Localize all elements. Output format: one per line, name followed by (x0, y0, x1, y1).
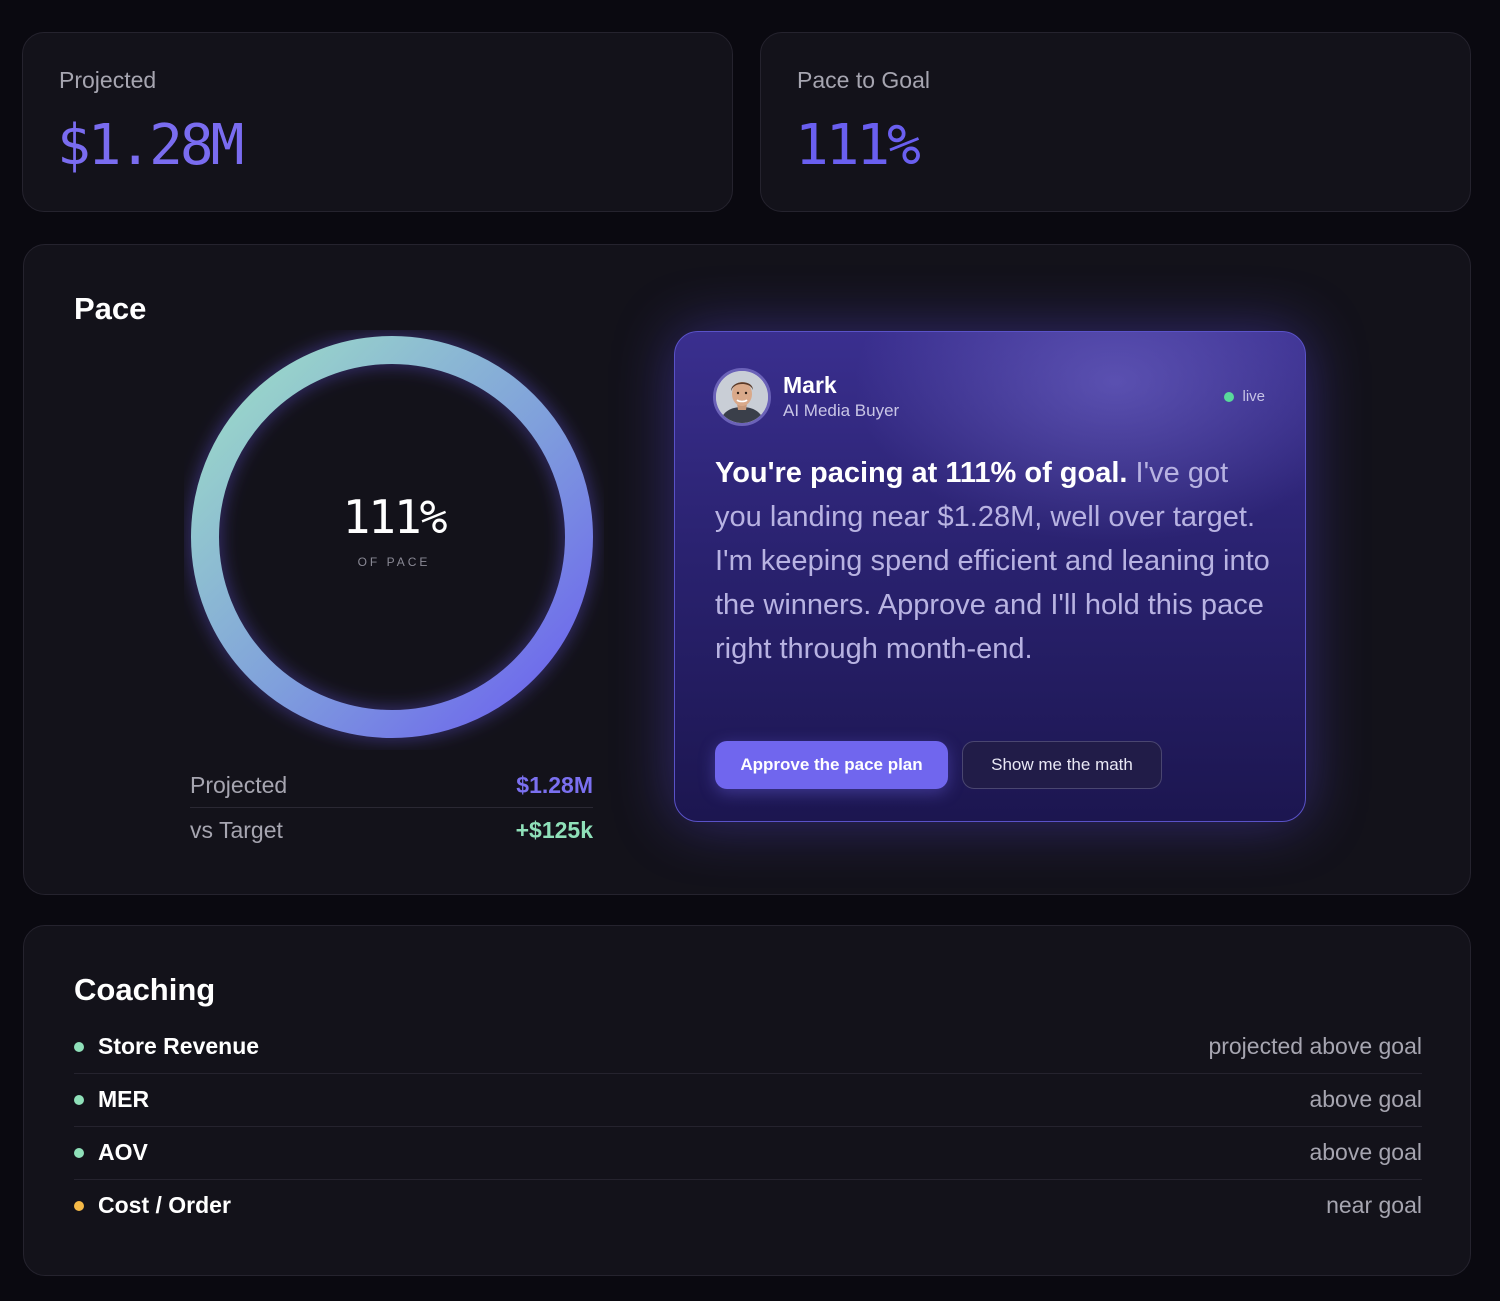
summary-label: Projected (190, 771, 288, 798)
pace-ring-center: 111% OF PACE (184, 330, 604, 750)
summary-value: $1.28M (516, 771, 593, 798)
coaching-section-title: Coaching (74, 972, 216, 1007)
pace-section-title: Pace (74, 291, 147, 326)
summary-divider (190, 807, 593, 808)
pace-ring-sublabel: OF PACE (357, 555, 431, 569)
pace-to-goal-stat-value: 111% (795, 113, 921, 178)
summary-value: +$125k (515, 816, 593, 843)
agent-message-card: Mark AI Media Buyer live You're pacing a… (674, 331, 1306, 822)
approve-pace-plan-button[interactable]: Approve the pace plan (715, 741, 948, 789)
live-status-dot-icon (1224, 391, 1235, 402)
coaching-card: Coaching Store Revenue projected above g… (23, 925, 1471, 1276)
coaching-item: AOV above goal (74, 1126, 1422, 1179)
coaching-item: Cost / Order near goal (74, 1179, 1422, 1232)
coaching-item: MER above goal (74, 1073, 1422, 1126)
coaching-divider (74, 1126, 1422, 1127)
coaching-item-status: near goal (1326, 1192, 1422, 1218)
coaching-item-name: Store Revenue (98, 1033, 260, 1059)
pace-card: Pace 111% OF PACE Projected $1.28M (23, 244, 1471, 895)
live-status-badge: live (1224, 388, 1265, 405)
pace-ring-graphic (188, 333, 596, 741)
coaching-item: Store Revenue projected above goal (74, 1020, 1422, 1073)
coaching-item-status: above goal (1309, 1139, 1422, 1165)
coaching-item-name: Cost / Order (98, 1192, 231, 1218)
pace-ring: 111% OF PACE (184, 330, 604, 750)
pace-to-goal-stat-card: Pace to Goal 111% (760, 32, 1471, 212)
agent-message-body: I've got you landing near $1.28M, well o… (715, 457, 1270, 665)
agent-message-text: You're pacing at 111% of goal. I've got … (715, 451, 1275, 671)
live-status-label: live (1242, 388, 1265, 405)
coaching-item-status: above goal (1309, 1086, 1422, 1112)
person-avatar-icon (713, 368, 771, 426)
agent-message-highlight: You're pacing at 111% of goal. (715, 457, 1128, 489)
coaching-divider (74, 1073, 1422, 1074)
pace-ring-arc (191, 336, 593, 738)
pace-to-goal-stat-label: Pace to Goal (797, 67, 930, 93)
coaching-item-status: projected above goal (1208, 1033, 1422, 1059)
projected-stat-card: Projected $1.28M (22, 32, 733, 212)
status-dot-icon (74, 1094, 84, 1105)
projected-stat-label: Projected (59, 67, 157, 93)
agent-name: Mark (783, 372, 837, 398)
coaching-divider (74, 1179, 1422, 1180)
summary-row-vs-target: vs Target +$125k (190, 807, 593, 853)
pace-ring-value: 111% (342, 490, 448, 544)
coaching-item-name: AOV (98, 1139, 148, 1165)
agent-role: AI Media Buyer (783, 401, 900, 420)
summary-row-projected: Projected $1.28M (190, 762, 593, 808)
status-dot-icon (74, 1147, 84, 1158)
status-dot-icon (74, 1200, 84, 1211)
show-math-button[interactable]: Show me the math (962, 741, 1162, 789)
projected-stat-value: $1.28M (57, 113, 244, 178)
status-dot-icon (74, 1041, 84, 1052)
coaching-item-name: MER (98, 1086, 150, 1112)
summary-label: vs Target (190, 816, 283, 843)
